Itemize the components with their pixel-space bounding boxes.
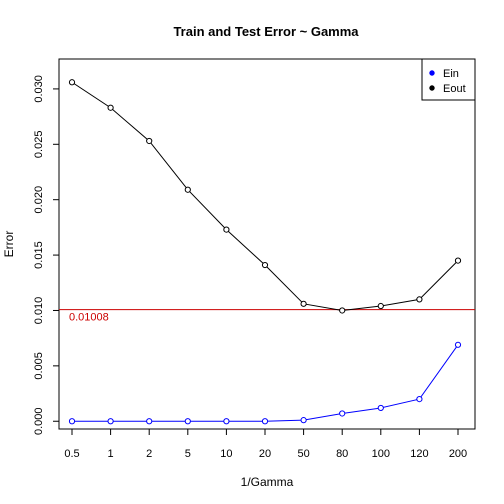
x-tick-label: 80 (336, 448, 348, 460)
data-point-eout (454, 257, 462, 264)
legend-marker-eout (429, 85, 435, 91)
y-tick-label: 0.005 (33, 352, 45, 380)
reference-line-group: 0.01008 (59, 309, 475, 324)
y-tick-label: 0.030 (33, 75, 45, 103)
y-tick-label: 0.020 (33, 186, 45, 214)
chart-title: Train and Test Error ~ Gamma (173, 24, 359, 39)
legend-marker-ein (429, 70, 435, 76)
x-tick-label: 20 (259, 448, 271, 460)
data-point-eout (339, 307, 346, 314)
data-point-eout (107, 104, 114, 111)
data-point-eout (184, 186, 191, 193)
data-point-eout (377, 302, 384, 310)
data-point-ein (261, 418, 269, 425)
data-point-ein (223, 418, 230, 425)
series-layer (68, 79, 462, 425)
x-tick-label: 5 (185, 448, 191, 460)
x-tick-label: 1 (108, 448, 114, 460)
x-axis-label: 1/Gamma (241, 475, 294, 489)
data-point-ein (339, 410, 346, 417)
series-line-eout (71, 81, 459, 311)
x-tick-label: 120 (410, 448, 428, 460)
data-point-eout (416, 296, 423, 303)
data-point-eout (68, 79, 76, 86)
x-tick-label: 0.5 (64, 448, 79, 460)
reference-line-label: 0.01008 (69, 312, 109, 324)
y-tick-label: 0.025 (33, 131, 45, 159)
y-tick-label: 0.015 (33, 241, 45, 269)
series-line-ein (72, 344, 459, 422)
legend: Ein Eout (421, 58, 476, 101)
data-point-ein (377, 404, 384, 412)
data-point-ein (184, 418, 191, 425)
plot-frame (58, 58, 476, 430)
y-axis-label: Error (2, 231, 16, 258)
data-point-eout (300, 300, 307, 307)
x-axis: 0.5 1 2 5 10 20 50 80 100 120 200 (64, 429, 467, 460)
data-point-ein (107, 418, 114, 425)
data-point-eout (261, 261, 269, 269)
y-tick-label: 0.010 (33, 297, 45, 325)
x-tick-label: 200 (449, 448, 467, 460)
x-tick-label: 50 (297, 448, 309, 460)
data-point-ein (68, 418, 76, 425)
data-point-ein (454, 341, 462, 348)
x-tick-label: 10 (220, 448, 232, 460)
data-point-ein (416, 395, 423, 403)
x-tick-label: 2 (146, 448, 152, 460)
data-point-ein (146, 418, 153, 425)
x-tick-label: 100 (372, 448, 390, 460)
legend-label-ein: Ein (443, 68, 459, 80)
y-tick-label: 0.000 (33, 407, 45, 435)
data-point-eout (223, 226, 230, 233)
data-point-eout (146, 137, 153, 145)
legend-box (421, 58, 476, 101)
y-axis: 0.000 0.005 0.010 0.015 0.020 0.025 0.030 (33, 75, 59, 435)
legend-label-eout: Eout (443, 83, 466, 95)
data-point-ein (300, 417, 307, 424)
